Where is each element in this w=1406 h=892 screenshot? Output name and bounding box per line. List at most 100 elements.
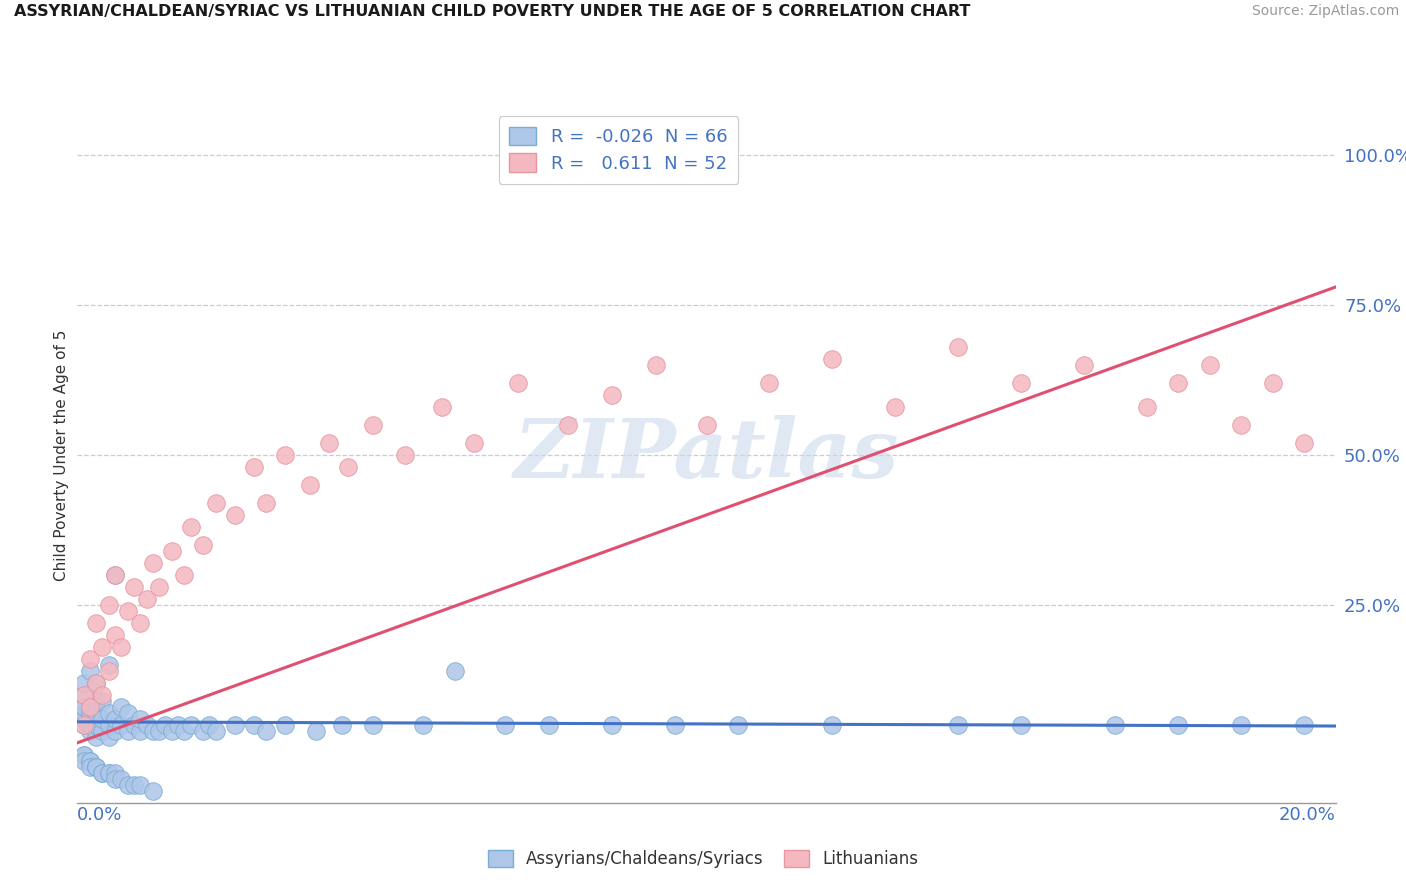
Point (645, 358, 668, 372)
Point (79, 664, 101, 678)
Point (1167, 376, 1189, 390)
Point (142, 784, 165, 798)
Point (84, 706, 107, 720)
Point (97, 657, 120, 672)
Point (600, 388, 623, 402)
Point (117, 723, 139, 738)
Point (84, 760, 107, 774)
Point (242, 718, 264, 732)
Point (72, 676, 94, 690)
Point (1294, 436, 1316, 450)
Point (84, 760, 107, 774)
Point (84, 676, 107, 690)
Point (72, 706, 94, 720)
Point (84, 676, 107, 690)
Point (494, 718, 516, 732)
Y-axis label: Child Poverty Under the Age of 5: Child Poverty Under the Age of 5 (53, 329, 69, 581)
Point (104, 712, 127, 726)
Point (412, 718, 434, 732)
Point (129, 615, 152, 630)
Point (1010, 718, 1032, 732)
Point (129, 723, 152, 738)
Point (104, 723, 127, 738)
Point (110, 699, 132, 714)
Point (129, 778, 152, 792)
Point (110, 640, 132, 654)
Point (1230, 718, 1253, 732)
Point (72, 718, 94, 732)
Point (394, 448, 416, 462)
Point (84, 694, 107, 708)
Point (72, 747, 94, 762)
Point (79, 760, 101, 774)
Point (117, 778, 139, 792)
Point (1073, 358, 1095, 372)
Point (361, 417, 384, 432)
Point (79, 699, 101, 714)
Point (122, 718, 145, 732)
Point (79, 754, 101, 768)
Point (91, 640, 114, 654)
Point (135, 591, 157, 606)
Point (1136, 400, 1159, 414)
Point (72, 754, 94, 768)
Point (97, 765, 120, 780)
Legend: Assyrians/Chaldeans/Syriacs, Lithuanians: Assyrians/Chaldeans/Syriacs, Lithuanians (481, 843, 925, 875)
Point (104, 628, 127, 642)
Point (117, 604, 139, 618)
Point (142, 723, 165, 738)
Point (84, 615, 107, 630)
Point (91, 694, 114, 708)
Point (664, 718, 686, 732)
Point (142, 556, 165, 570)
Point (79, 712, 101, 726)
Point (104, 765, 127, 780)
Point (242, 459, 264, 474)
Point (91, 712, 114, 726)
Text: ZIPatlas: ZIPatlas (513, 415, 900, 495)
Point (884, 400, 907, 414)
Point (91, 765, 114, 780)
Point (318, 436, 340, 450)
Point (224, 718, 246, 732)
Point (97, 664, 120, 678)
Point (1167, 718, 1189, 732)
Point (97, 765, 120, 780)
Legend: R =  -0.026  N = 66, R =   0.611  N = 52: R = -0.026 N = 66, R = 0.611 N = 52 (499, 116, 738, 184)
Point (336, 459, 359, 474)
Point (191, 538, 215, 552)
Point (191, 723, 215, 738)
Point (97, 718, 120, 732)
Point (135, 718, 157, 732)
Point (758, 376, 780, 390)
Point (1104, 718, 1126, 732)
Point (122, 778, 145, 792)
Point (198, 718, 221, 732)
Point (821, 351, 844, 366)
Point (330, 718, 353, 732)
Point (274, 448, 297, 462)
Point (72, 747, 94, 762)
Text: 0.0%: 0.0% (77, 805, 122, 824)
Point (104, 567, 127, 582)
Point (72, 688, 94, 702)
Point (180, 718, 202, 732)
Point (72, 699, 94, 714)
Point (204, 723, 226, 738)
Point (948, 340, 970, 354)
Point (432, 400, 454, 414)
Point (173, 723, 195, 738)
Point (463, 436, 485, 450)
Point (173, 567, 195, 582)
Point (148, 580, 170, 594)
Point (122, 580, 145, 594)
Point (204, 496, 226, 510)
Point (91, 688, 114, 702)
Point (79, 652, 101, 666)
Point (84, 730, 107, 744)
Point (84, 718, 107, 732)
Point (696, 417, 718, 432)
Point (117, 706, 139, 720)
Point (155, 718, 177, 732)
Point (97, 598, 120, 612)
